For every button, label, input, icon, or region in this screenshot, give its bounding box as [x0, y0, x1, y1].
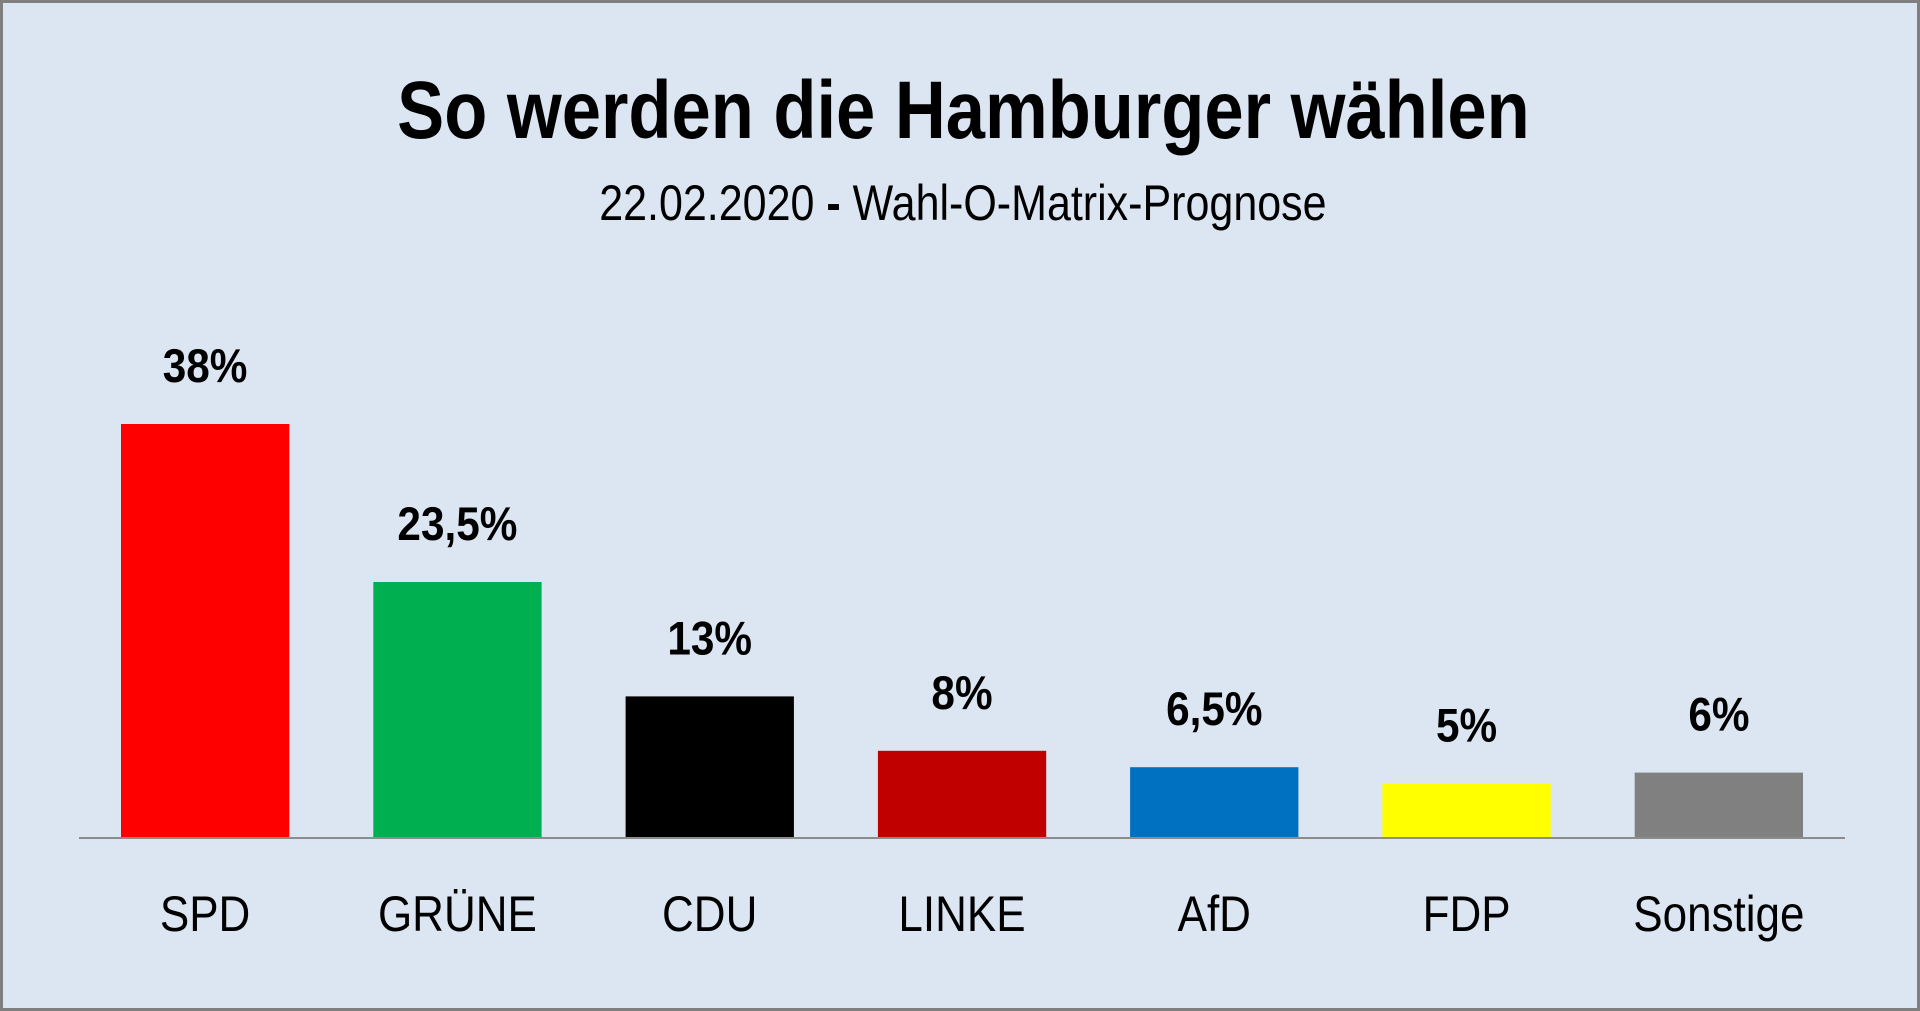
chart-subtitle-container: 22.02.2020 - Wahl-O-Matrix-Prognose — [3, 173, 1920, 233]
subtitle-separator: - — [826, 175, 841, 231]
data-labels-group: 38% 23,5% 13% 8% 6,5% 5% 6% — [163, 341, 1750, 752]
bar-gruene — [373, 582, 542, 838]
bar-linke — [877, 750, 1047, 838]
bar-sonstige — [1634, 772, 1803, 838]
bar-spd — [121, 424, 290, 838]
data-label-spd: 38% — [163, 341, 248, 393]
category-labels-group: SPD GRÜNE CDU LINKE AfD FDP Sonstige — [160, 885, 1805, 941]
category-label-fdp: FDP — [1423, 885, 1511, 941]
data-label-fdp: 5% — [1436, 701, 1497, 753]
data-label-sonstige: 6% — [1688, 690, 1749, 742]
chart-title-container: So werden die Hamburger wählen — [3, 61, 1920, 161]
category-label-afd: AfD — [1178, 885, 1251, 941]
category-label-linke: LINKE — [898, 885, 1025, 941]
subtitle-date: 22.02.2020 — [599, 175, 815, 231]
data-label-linke: 8% — [931, 668, 992, 720]
category-label-sonstige: Sonstige — [1633, 885, 1804, 941]
bar-fdp — [1382, 783, 1551, 838]
chart-subtitle: 22.02.2020 - Wahl-O-Matrix-Prognose — [599, 173, 1326, 233]
category-label-cdu: CDU — [662, 885, 757, 941]
data-label-gruene: 23,5% — [397, 499, 517, 551]
bars-group — [121, 424, 1803, 838]
category-label-spd: SPD — [160, 885, 250, 941]
bar-afd — [1130, 767, 1299, 838]
category-label-gruene: GRÜNE — [378, 885, 537, 941]
data-label-afd: 6,5% — [1166, 684, 1262, 736]
chart-title: So werden die Hamburger wählen — [396, 65, 1530, 156]
bar-cdu — [625, 696, 794, 838]
data-label-cdu: 13% — [667, 613, 752, 665]
subtitle-description: Wahl-O-Matrix-Prognose — [852, 175, 1327, 231]
